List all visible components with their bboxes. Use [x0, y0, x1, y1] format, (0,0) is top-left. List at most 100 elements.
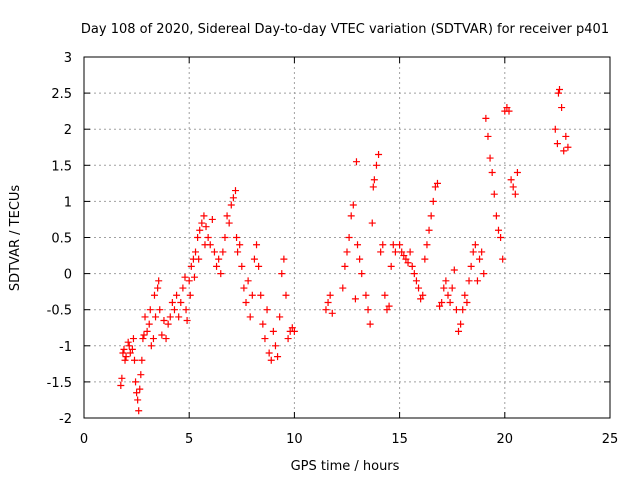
- data-point: [513, 169, 521, 177]
- data-point: [381, 291, 389, 299]
- data-point: [387, 262, 395, 270]
- data-point: [354, 241, 362, 249]
- data-point: [129, 335, 137, 343]
- data-point: [364, 306, 372, 314]
- data-point: [467, 262, 475, 270]
- data-point: [444, 291, 452, 299]
- data-point: [503, 104, 511, 112]
- data-point: [398, 248, 406, 256]
- data-point: [271, 342, 279, 350]
- data-point: [492, 212, 500, 220]
- data-point: [282, 291, 290, 299]
- data-point: [370, 176, 378, 184]
- data-point: [509, 183, 517, 191]
- tick-layer: 0 5 10 15 20 25 -2 -1.5 -1 -0.5 0 0.5 1 1.5 2 2.5 3: [47, 51, 619, 447]
- data-point: [158, 331, 166, 339]
- data-point: [455, 327, 463, 335]
- data-point: [155, 277, 163, 285]
- y-tick-label: -0.5: [47, 304, 72, 319]
- data-point: [267, 356, 275, 364]
- data-point: [326, 291, 334, 299]
- data-point: [431, 183, 439, 191]
- data-point: [152, 313, 160, 321]
- data-point: [124, 338, 132, 346]
- data-point: [484, 132, 492, 140]
- data-point: [408, 262, 416, 270]
- data-point: [362, 291, 370, 299]
- data-point: [499, 255, 507, 263]
- y-tick-label: 2.5: [51, 87, 72, 102]
- data-point: [463, 298, 471, 306]
- data-point: [410, 270, 418, 278]
- data-point: [210, 248, 218, 256]
- data-point: [135, 407, 143, 415]
- y-tick-label: 1.5: [51, 159, 72, 174]
- x-tick-label: 0: [80, 432, 88, 447]
- data-point: [482, 114, 490, 122]
- data-point: [564, 143, 572, 151]
- data-point: [433, 179, 441, 187]
- data-point: [227, 201, 235, 209]
- y-tick-label: 0: [64, 268, 72, 283]
- data-point: [452, 306, 460, 314]
- y-tick-label: 1: [64, 195, 72, 210]
- data-point: [377, 248, 385, 256]
- data-point: [389, 241, 397, 249]
- data-point: [136, 385, 144, 393]
- data-point: [208, 215, 216, 223]
- data-point: [450, 266, 458, 274]
- x-tick-label: 15: [391, 432, 408, 447]
- data-point: [494, 226, 502, 234]
- data-point: [206, 241, 214, 249]
- data-point: [181, 273, 189, 281]
- data-point: [284, 335, 292, 343]
- data-point: [182, 306, 190, 314]
- data-point: [429, 197, 437, 205]
- data-point: [356, 255, 364, 263]
- data-point: [119, 349, 127, 357]
- data-point: [240, 284, 248, 292]
- data-point: [278, 270, 286, 278]
- data-point: [558, 104, 566, 112]
- data-point: [322, 306, 330, 314]
- data-point: [140, 331, 148, 339]
- data-point: [505, 107, 513, 115]
- data-point: [130, 356, 138, 364]
- data-point: [185, 277, 193, 285]
- data-point: [488, 169, 496, 177]
- data-point: [219, 248, 227, 256]
- data-point: [290, 327, 298, 335]
- data-point: [133, 389, 141, 397]
- y-tick-label: 2: [64, 123, 72, 138]
- y-tick-label: -2: [59, 412, 72, 427]
- data-point: [402, 255, 410, 263]
- data-point: [179, 284, 187, 292]
- data-point: [177, 298, 185, 306]
- data-point: [473, 277, 481, 285]
- data-point: [242, 298, 250, 306]
- data-point: [265, 349, 273, 357]
- data-point: [122, 353, 130, 361]
- data-point: [562, 132, 570, 140]
- data-point: [149, 335, 157, 343]
- x-tick-label: 10: [286, 432, 303, 447]
- data-point: [236, 241, 244, 249]
- data-point: [345, 234, 353, 241]
- data-point: [417, 295, 425, 303]
- data-point: [200, 212, 208, 220]
- data-point: [415, 284, 423, 292]
- data-point: [442, 277, 450, 285]
- data-point: [225, 219, 233, 227]
- data-point: [126, 349, 134, 357]
- data-point: [244, 277, 252, 285]
- data-point: [156, 306, 164, 314]
- data-point: [233, 234, 241, 241]
- label-layer: Day 108 of 2020, Sidereal Day-to-day VTE…: [8, 22, 609, 474]
- data-point: [147, 342, 155, 350]
- data-point: [183, 317, 191, 325]
- data-point: [425, 226, 433, 234]
- data-point: [160, 317, 168, 325]
- data-point: [560, 147, 568, 155]
